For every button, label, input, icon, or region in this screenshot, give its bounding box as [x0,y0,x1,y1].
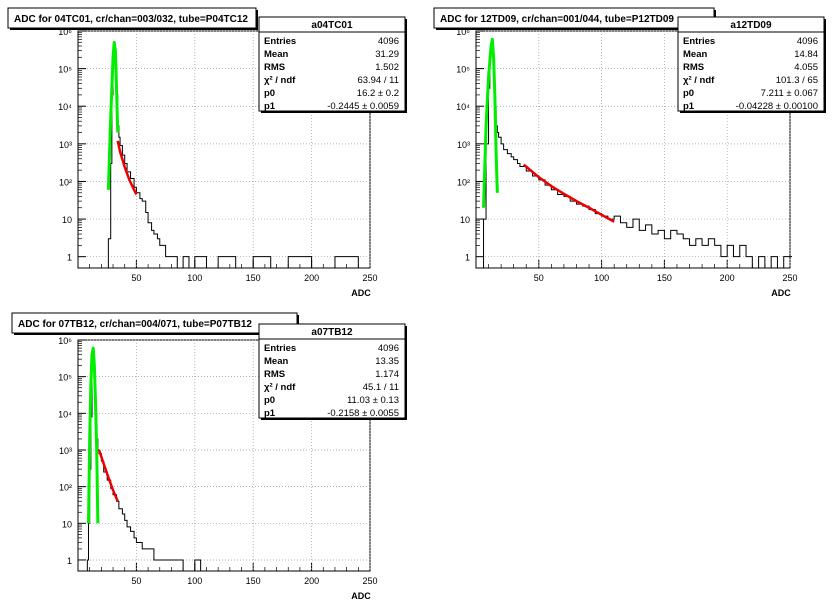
x-tick-label: 50 [131,576,141,586]
y-tick-label: 10 [460,215,470,225]
stats-label: p0 [683,88,694,99]
stats-label: χ² / ndf [683,75,715,86]
x-tick-label: 150 [657,273,672,283]
stats-label: RMS [264,369,285,380]
gauss-fit-line [106,40,120,190]
x-tick-label: 50 [131,273,141,283]
stats-label: p1 [264,408,276,419]
x-tick-label: 100 [187,576,202,586]
stats-value: 4096 [378,36,399,47]
stats-label: Mean [264,49,288,60]
x-tick-label: 200 [304,576,319,586]
stats-label: Entries [264,36,296,47]
y-tick-label: 10⁶ [58,336,72,346]
stats-value: 4.055 [794,62,818,73]
y-tick-label: 10⁵ [58,373,72,383]
x-tick-label: 250 [362,273,377,283]
y-tick-label: 10⁶ [456,27,470,37]
x-axis-label: ADC [771,288,791,298]
stats-label: Entries [683,36,715,47]
stats-value: 1.174 [375,369,399,380]
stats-label: Entries [264,343,296,354]
stats-value: 7.211 ± 0.067 [761,88,818,99]
y-tick-label: 10⁴ [58,102,72,112]
stats-value: 45.1 / 11 [363,382,399,393]
y-tick-label: 10³ [457,140,470,150]
gauss-fit-line [87,346,100,524]
y-tick-label: 10 [62,519,72,529]
y-tick-label: 10⁶ [58,27,72,37]
stats-value: 16.2 ± 0.2 [357,88,399,99]
x-axis-label: ADC [351,288,371,298]
stats-label: Mean [683,49,707,60]
stats-label: Mean [264,356,288,367]
stats-value: -0.2158 ± 0.0055 [327,408,399,419]
x-tick-label: 150 [246,576,261,586]
x-tick-label: 150 [246,273,261,283]
stats-label: p0 [264,88,275,99]
stats-value: 1.502 [375,62,399,73]
x-tick-label: 50 [534,273,544,283]
x-tick-label: 200 [720,273,735,283]
x-tick-label: 250 [362,576,377,586]
stats-label: p1 [264,101,276,112]
y-tick-label: 1 [67,253,72,263]
title-box [7,7,257,29]
chart-panel-3: 1 10 10² 10³ 10⁴ 10⁵ 10⁶ 50 100 150 200 250 ADC ADC f… [11,312,407,601]
stats-value: 4096 [797,36,818,47]
stats-name: a07TB12 [311,327,353,338]
exp-fit-line [522,163,615,223]
chart-panel-2: 1 10 10² 10³ 10⁴ 10⁵ 10⁶ 50 100 150 200 250 ADC ADC f… [433,7,826,298]
stats-label: RMS [264,62,285,73]
exp-fit-line [97,449,119,502]
stats-name: a12TD09 [730,20,772,31]
stats-box [677,16,825,112]
y-tick-label: 10³ [59,140,72,150]
x-tick-label: 200 [304,273,319,283]
stats-value: 13.35 [375,356,399,367]
chart-panel-1: 1 10 10² 10³ 10⁴ 10⁵ 10⁶ 50 100 150 200 250 ADC ADC f… [7,7,407,298]
chart-title: ADC for 12TD09, cr/chan=001/044, tube=P1… [440,14,674,25]
stats-label: χ² / ndf [264,75,296,86]
y-tick-label: 10⁴ [456,102,470,112]
gauss-fit-line [482,37,499,208]
x-tick-label: 250 [782,273,797,283]
x-tick-label: 100 [594,273,609,283]
y-tick-label: 10⁵ [58,65,72,75]
exp-fit-line [116,140,138,196]
stats-label: χ² / ndf [264,382,296,393]
y-tick-label: 10³ [59,446,72,456]
stats-value: 4096 [378,343,399,354]
y-tick-label: 10² [59,177,72,187]
y-tick-label: 10² [457,177,470,187]
stats-box [258,16,406,112]
title-box [11,312,298,334]
y-tick-label: 10 [62,215,72,225]
stats-value: -0.04228 ± 0.00100 [736,101,818,112]
x-axis-label: ADC [351,591,371,601]
stats-value: 63.94 / 11 [357,75,399,86]
stats-name: a04TC01 [311,20,353,31]
stats-value: -0.2445 ± 0.0059 [327,101,399,112]
stats-label: RMS [683,62,704,73]
stats-value: 101.3 / 65 [776,75,818,86]
y-tick-label: 10² [59,483,72,493]
y-tick-label: 10⁴ [58,409,72,419]
stats-value: 31.29 [375,49,399,60]
chart-title: ADC for 07TB12, cr/chan=004/071, tube=P0… [18,319,252,330]
stats-value: 14.84 [794,49,818,60]
x-tick-label: 100 [187,273,202,283]
stats-box [258,323,406,419]
stats-value: 11.03 ± 0.13 [347,395,399,406]
stats-label: p1 [683,101,695,112]
stats-label: p0 [264,395,275,406]
y-tick-label: 1 [67,556,72,566]
y-tick-label: 10⁵ [456,65,470,75]
y-tick-label: 1 [465,253,470,263]
chart-title: ADC for 04TC01, cr/chan=003/032, tube=P0… [14,14,248,25]
